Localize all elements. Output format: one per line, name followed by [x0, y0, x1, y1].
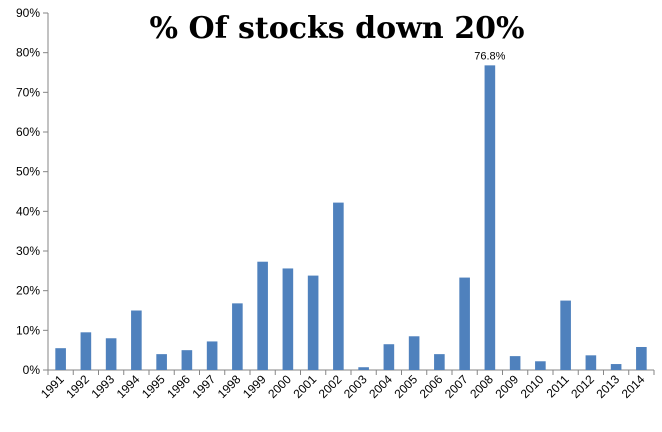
bar-1998 — [232, 303, 243, 370]
x-tick-label: 2002 — [316, 372, 345, 401]
data-label-2008: 76.8% — [474, 50, 505, 62]
x-tick-label: 2009 — [492, 372, 521, 401]
x-axis: 1991199219931994199519961997199819992000… — [38, 369, 655, 401]
bar-1994 — [131, 310, 142, 370]
y-tick-label: 30% — [16, 244, 40, 258]
bar-2011 — [560, 300, 571, 370]
bar-2010 — [535, 361, 546, 370]
x-tick-label: 1999 — [240, 372, 269, 401]
data-labels: 76.8% — [474, 50, 505, 62]
x-tick-label: 1994 — [114, 372, 143, 401]
chart-title: % Of stocks down 20% — [150, 11, 525, 46]
bar-2004 — [383, 344, 395, 370]
bar-2007 — [459, 277, 470, 370]
y-tick-label: 90% — [16, 6, 40, 20]
x-tick-label: 2004 — [366, 372, 395, 401]
x-tick-label: 1993 — [88, 372, 117, 401]
x-tick-label: 1991 — [38, 372, 67, 401]
x-tick-label: 1992 — [63, 372, 92, 401]
bar-2002 — [333, 202, 344, 370]
y-tick-label: 60% — [16, 125, 40, 139]
bar-2006 — [434, 354, 445, 370]
y-tick-label: 10% — [16, 323, 40, 337]
x-tick-label: 1995 — [139, 372, 168, 401]
x-tick-label: 1996 — [164, 372, 193, 401]
x-tick-label: 2001 — [290, 372, 319, 401]
x-tick-label: 2013 — [593, 372, 622, 401]
bar-2000 — [282, 268, 294, 370]
bar-2013 — [610, 364, 622, 370]
bar-1991 — [55, 348, 66, 370]
x-tick-label: 2006 — [417, 372, 446, 401]
x-tick-label: 1998 — [215, 372, 244, 401]
bar-2009 — [509, 356, 521, 370]
bars — [55, 65, 647, 371]
y-tick-label: 70% — [16, 85, 40, 99]
bar-2001 — [307, 275, 319, 370]
bar-1993 — [105, 338, 117, 370]
x-tick-label: 2007 — [442, 372, 471, 401]
y-tick-label: 50% — [16, 165, 40, 179]
y-axis: 0% 10% 20% 30% 40% 50% 60% 70% 80% 90% — [16, 6, 49, 377]
x-tick-label: 2010 — [518, 372, 547, 401]
x-tick-label: 1997 — [189, 372, 218, 401]
bar-2012 — [585, 355, 597, 370]
bar-2005 — [408, 336, 420, 370]
bar-2008 — [484, 65, 496, 371]
x-tick-label: 2005 — [391, 372, 420, 401]
bar-1999 — [257, 261, 268, 370]
y-tick-label: 80% — [16, 46, 40, 60]
x-tick-label: 2008 — [467, 372, 496, 401]
bar-1997 — [206, 341, 218, 370]
bar-2014 — [636, 346, 647, 370]
bar-2003 — [358, 367, 369, 370]
y-tick-label: 0% — [23, 363, 41, 377]
bar-1992 — [80, 332, 92, 370]
y-tick-label: 20% — [16, 284, 40, 298]
bar-1996 — [181, 350, 193, 370]
x-tick-label: 2014 — [619, 372, 648, 401]
bar-1995 — [156, 354, 167, 370]
x-tick-label: 2012 — [568, 372, 597, 401]
x-tick-label: 2003 — [341, 372, 370, 401]
x-tick-label: 2000 — [265, 372, 294, 401]
y-tick-label: 40% — [16, 204, 40, 218]
x-tick-label: 2011 — [544, 372, 572, 400]
